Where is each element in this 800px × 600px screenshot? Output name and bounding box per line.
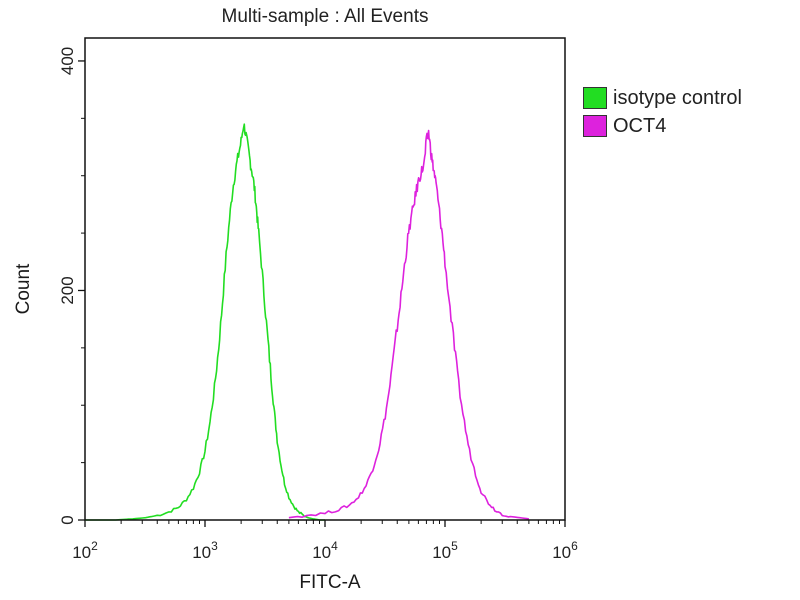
x-tick-label: 103 bbox=[192, 539, 218, 562]
series-isotype-control-line bbox=[85, 123, 325, 521]
x-tick-label: 102 bbox=[72, 539, 98, 562]
x-tick-label: 104 bbox=[312, 539, 338, 562]
legend-item-oct4: OCT4 bbox=[583, 112, 742, 140]
legend-item-isotype-control: isotype control bbox=[583, 84, 742, 112]
legend-swatch-green bbox=[583, 87, 607, 109]
legend-label: isotype control bbox=[613, 86, 742, 109]
y-tick-label: 400 bbox=[58, 47, 77, 75]
x-tick-label: 105 bbox=[432, 539, 458, 562]
x-axis-label: FITC-A bbox=[299, 572, 361, 593]
x-tick-label: 106 bbox=[552, 539, 578, 562]
legend-swatch-magenta bbox=[583, 115, 607, 137]
series-oct4-line bbox=[288, 129, 530, 520]
legend: isotype control OCT4 bbox=[583, 84, 742, 140]
y-tick-label: 200 bbox=[58, 276, 77, 304]
plot-frame bbox=[84, 37, 566, 521]
legend-label: OCT4 bbox=[613, 114, 667, 137]
chart-title: Multi-sample : All Events bbox=[221, 6, 429, 27]
y-tick-label: 0 bbox=[58, 515, 77, 524]
